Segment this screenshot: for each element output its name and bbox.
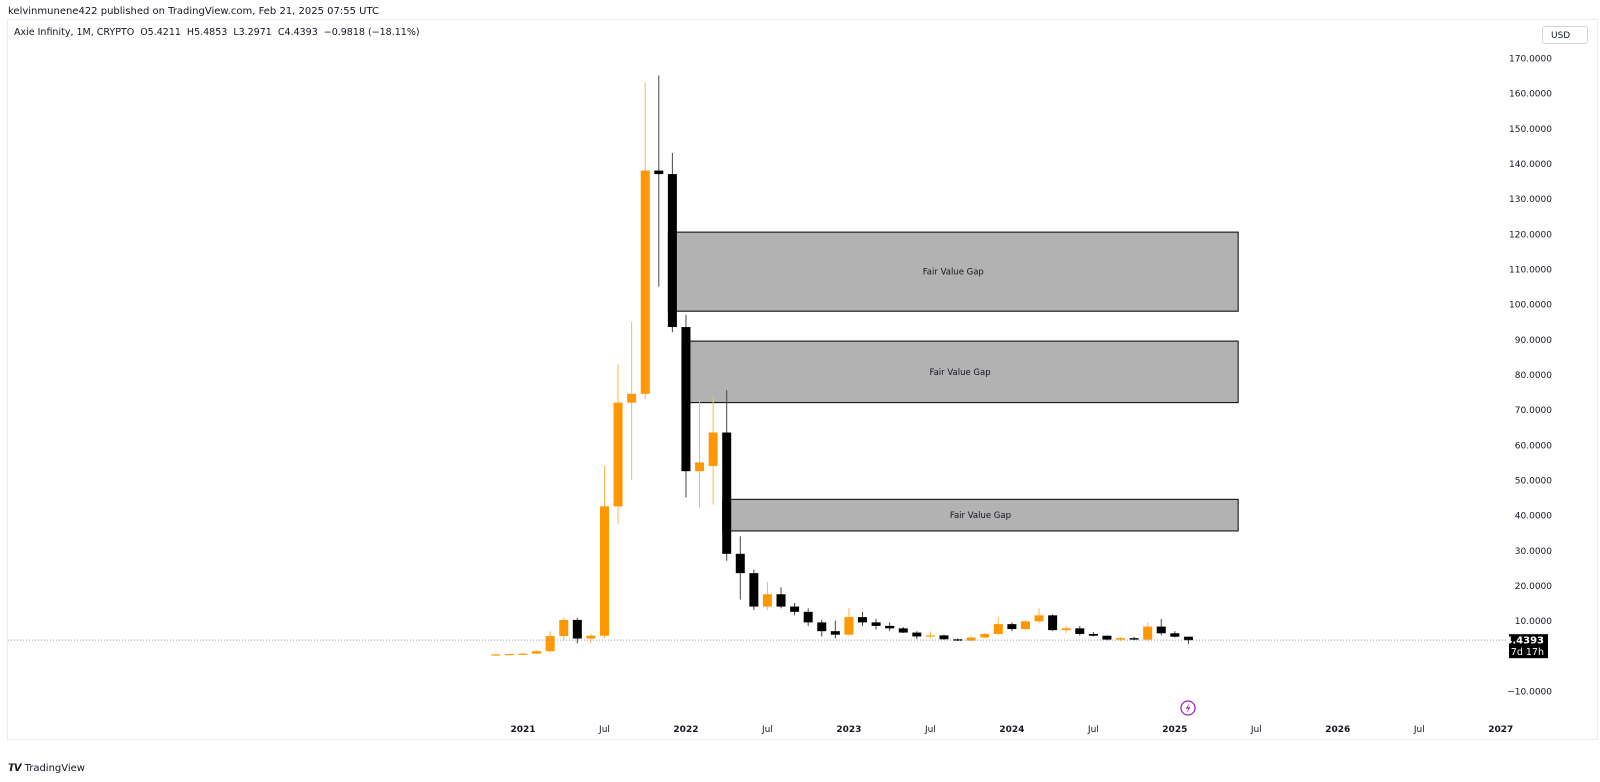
legend-high: H5.4853 [186,27,228,38]
legend-open: O5.4211 [140,27,181,38]
legend-close: C4.4393 [277,27,318,38]
legend-change: −0.9818 (−18.11%) [323,27,420,38]
tradingview-logo-icon: 𝙏𝙑 [8,763,22,774]
footer-brand-label: TradingView [24,763,85,774]
legend-low: L3.2971 [233,27,272,38]
footer-brand[interactable]: 𝙏𝙑 TradingView [8,763,85,774]
legend-symbol[interactable]: Axie Infinity, 1M, CRYPTO [14,27,135,38]
chart-frame [7,19,1598,740]
currency-button[interactable]: USD [1542,26,1588,44]
symbol-legend: Axie Infinity, 1M, CRYPTO O5.4211 H5.4853 L… [14,27,426,38]
publish-line: kelvinmunene422 published on TradingView… [8,6,379,17]
